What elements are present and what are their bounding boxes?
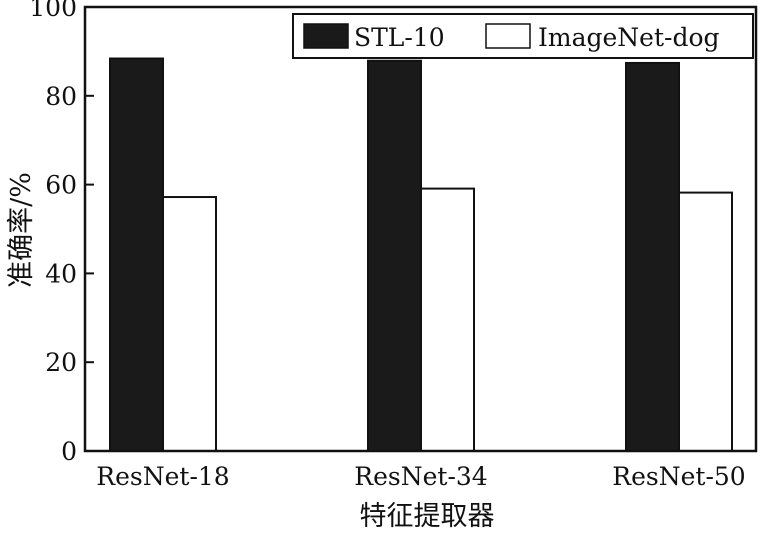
legend-label-stl-10: STL-10	[354, 23, 445, 52]
bar-imagenet-dog-resnet-18	[162, 196, 217, 452]
bar-stl-10-resnet-50	[625, 61, 680, 452]
bar-imagenet-dog-resnet-50	[678, 191, 733, 452]
legend-label-imagenet-dog: ImageNet-dog	[538, 23, 720, 52]
x-tick-label: ResNet-34	[354, 462, 487, 491]
category-labels: ResNet-18 ResNet-34 ResNet-50	[96, 462, 745, 491]
y-tick-label: 20	[45, 348, 77, 377]
y-tick-label: 80	[45, 82, 77, 111]
x-tick-label: ResNet-50	[612, 462, 745, 491]
bars-layer	[109, 57, 733, 453]
y-tick-label: 40	[45, 259, 77, 288]
bar-stl-10-resnet-34	[367, 59, 422, 452]
ticks-layer: 0 20 40 60 80 100	[29, 0, 94, 466]
legend-swatch-stl-10	[303, 23, 349, 49]
y-tick-label: 60	[45, 171, 77, 200]
x-tick-label: ResNet-18	[96, 462, 229, 491]
plot-frame	[83, 5, 758, 453]
y-axis-title: 准确率/%	[6, 172, 37, 288]
y-tick-label: 0	[61, 437, 77, 466]
x-axis-title: 特征提取器	[360, 501, 495, 532]
bar-stl-10-resnet-18	[109, 57, 164, 453]
bar-imagenet-dog-resnet-34	[420, 187, 475, 452]
axes-layer	[83, 5, 758, 453]
legend-swatch-imagenet-dog	[485, 23, 531, 49]
y-tick-label: 100	[29, 0, 77, 22]
legend: STL-10 ImageNet-dog	[292, 13, 754, 59]
